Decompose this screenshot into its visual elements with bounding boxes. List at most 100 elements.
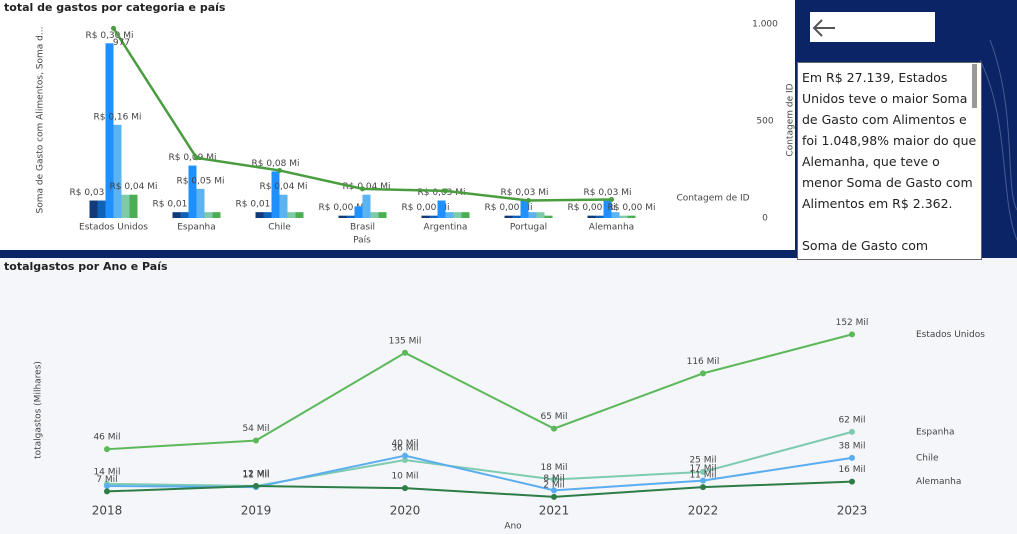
x-tick-label: 2023 [837, 504, 868, 518]
data-label: 2 Mil [543, 480, 564, 490]
line-marker [526, 198, 531, 204]
bar [180, 212, 189, 218]
bar [354, 206, 363, 218]
line-marker [551, 425, 557, 432]
bar [453, 212, 462, 218]
data-label: R$ 0,04 Mi [109, 182, 157, 192]
line-marker [104, 488, 110, 495]
data-label: 135 Mil [389, 336, 422, 346]
bar [587, 215, 596, 218]
data-label: R$ 0,03 Mi [583, 188, 631, 198]
bar [287, 212, 296, 218]
data-label: R$ 0,00 Mi [607, 203, 655, 213]
data-label: 46 Mil [93, 433, 120, 443]
legend-label: Chile [916, 453, 939, 463]
line-marker [700, 468, 706, 475]
data-label: 12 Mil [242, 470, 269, 480]
bar [263, 212, 272, 218]
data-label: 8 Mil [543, 474, 564, 484]
line-marker [849, 478, 855, 485]
back-button[interactable] [810, 12, 935, 42]
data-label: 11 Mil [689, 471, 716, 481]
data-label: R$ 0,08 Mi [251, 159, 299, 169]
line-marker [402, 349, 408, 356]
data-label: 36 Mil [391, 444, 418, 454]
x-tick-label: Brasil [350, 223, 375, 233]
line-marker [551, 493, 557, 500]
line-marker [402, 457, 408, 464]
bar [528, 212, 537, 218]
y2-tick-label: 500 [756, 116, 773, 126]
bar [295, 212, 304, 218]
bar [113, 124, 122, 218]
data-label: 40 Mil [391, 439, 418, 449]
data-label: 18 Mil [540, 463, 567, 473]
narrative-text: Soma de Gasto com Alimentos e Soma de Ga… [802, 238, 929, 253]
data-label: 62 Mil [838, 415, 865, 425]
narrative-text: Em R$ 27.139, Estados Unidos teve o maio… [802, 70, 977, 211]
chart-title: totalgastos por Ano e País [4, 260, 168, 273]
bar [188, 165, 197, 218]
bar [204, 212, 213, 218]
data-label: R$ 0,01 Mi [152, 200, 200, 210]
bar [97, 200, 106, 218]
y-axis-label: totalgastos (Milhares) [34, 361, 44, 459]
bar [627, 215, 636, 218]
data-label: 10 Mil [391, 472, 418, 482]
bar [504, 215, 513, 218]
data-label: 17 Mil [689, 464, 716, 474]
data-label: R$ 0,09 Mi [168, 153, 216, 163]
bar [619, 215, 628, 218]
legend-label: Estados Unidos [916, 330, 985, 340]
x-tick-label: 2022 [688, 504, 719, 518]
bar [544, 215, 553, 218]
data-label: 38 Mil [838, 441, 865, 451]
bar [370, 212, 379, 218]
data-label: 12 Mil [242, 470, 269, 480]
bar [378, 212, 387, 218]
bar [271, 171, 280, 218]
line-marker [700, 370, 706, 377]
bar [421, 215, 430, 218]
line-marker [849, 331, 855, 338]
data-label: R$ 0,03 Mi [500, 188, 548, 198]
data-label: 65 Mil [540, 412, 567, 422]
data-label: 25 Mil [689, 455, 716, 465]
line-marker [551, 476, 557, 483]
bar [279, 194, 288, 218]
data-label: 54 Mil [242, 424, 269, 434]
x-tick-label: Argentina [424, 223, 468, 233]
bar [121, 194, 130, 218]
data-label: R$ 0,00 Mi [401, 203, 449, 213]
line-marker [104, 446, 110, 453]
data-label: R$ 0,01 Mi [235, 200, 283, 210]
line-marker [194, 155, 199, 161]
x-tick-label: Estados Unidos [79, 223, 148, 233]
data-label: R$ 0,05 Mi [176, 176, 224, 186]
bar [445, 212, 454, 218]
scrollbar[interactable] [972, 64, 977, 108]
line-marker [700, 484, 706, 491]
line-marker [277, 167, 282, 173]
line-marker [253, 483, 259, 490]
line-marker [402, 452, 408, 459]
bar [338, 215, 347, 218]
bar [611, 212, 620, 218]
bar [255, 212, 264, 218]
line [106, 480, 853, 498]
bar [520, 200, 529, 218]
y2-axis-label: Contagem de ID [786, 83, 796, 156]
data-label: R$ 0,30 Mi [85, 31, 133, 41]
data-label: 152 Mil [836, 318, 869, 328]
data-label: 116 Mil [687, 357, 720, 367]
line-marker [849, 454, 855, 461]
line-marker [360, 186, 365, 192]
line-marker [849, 428, 855, 435]
line-marker [253, 437, 259, 444]
x-tick-label: Chile [268, 223, 291, 233]
bar [172, 212, 181, 218]
bar [196, 188, 205, 218]
bar [429, 215, 438, 218]
line-marker [443, 188, 448, 194]
